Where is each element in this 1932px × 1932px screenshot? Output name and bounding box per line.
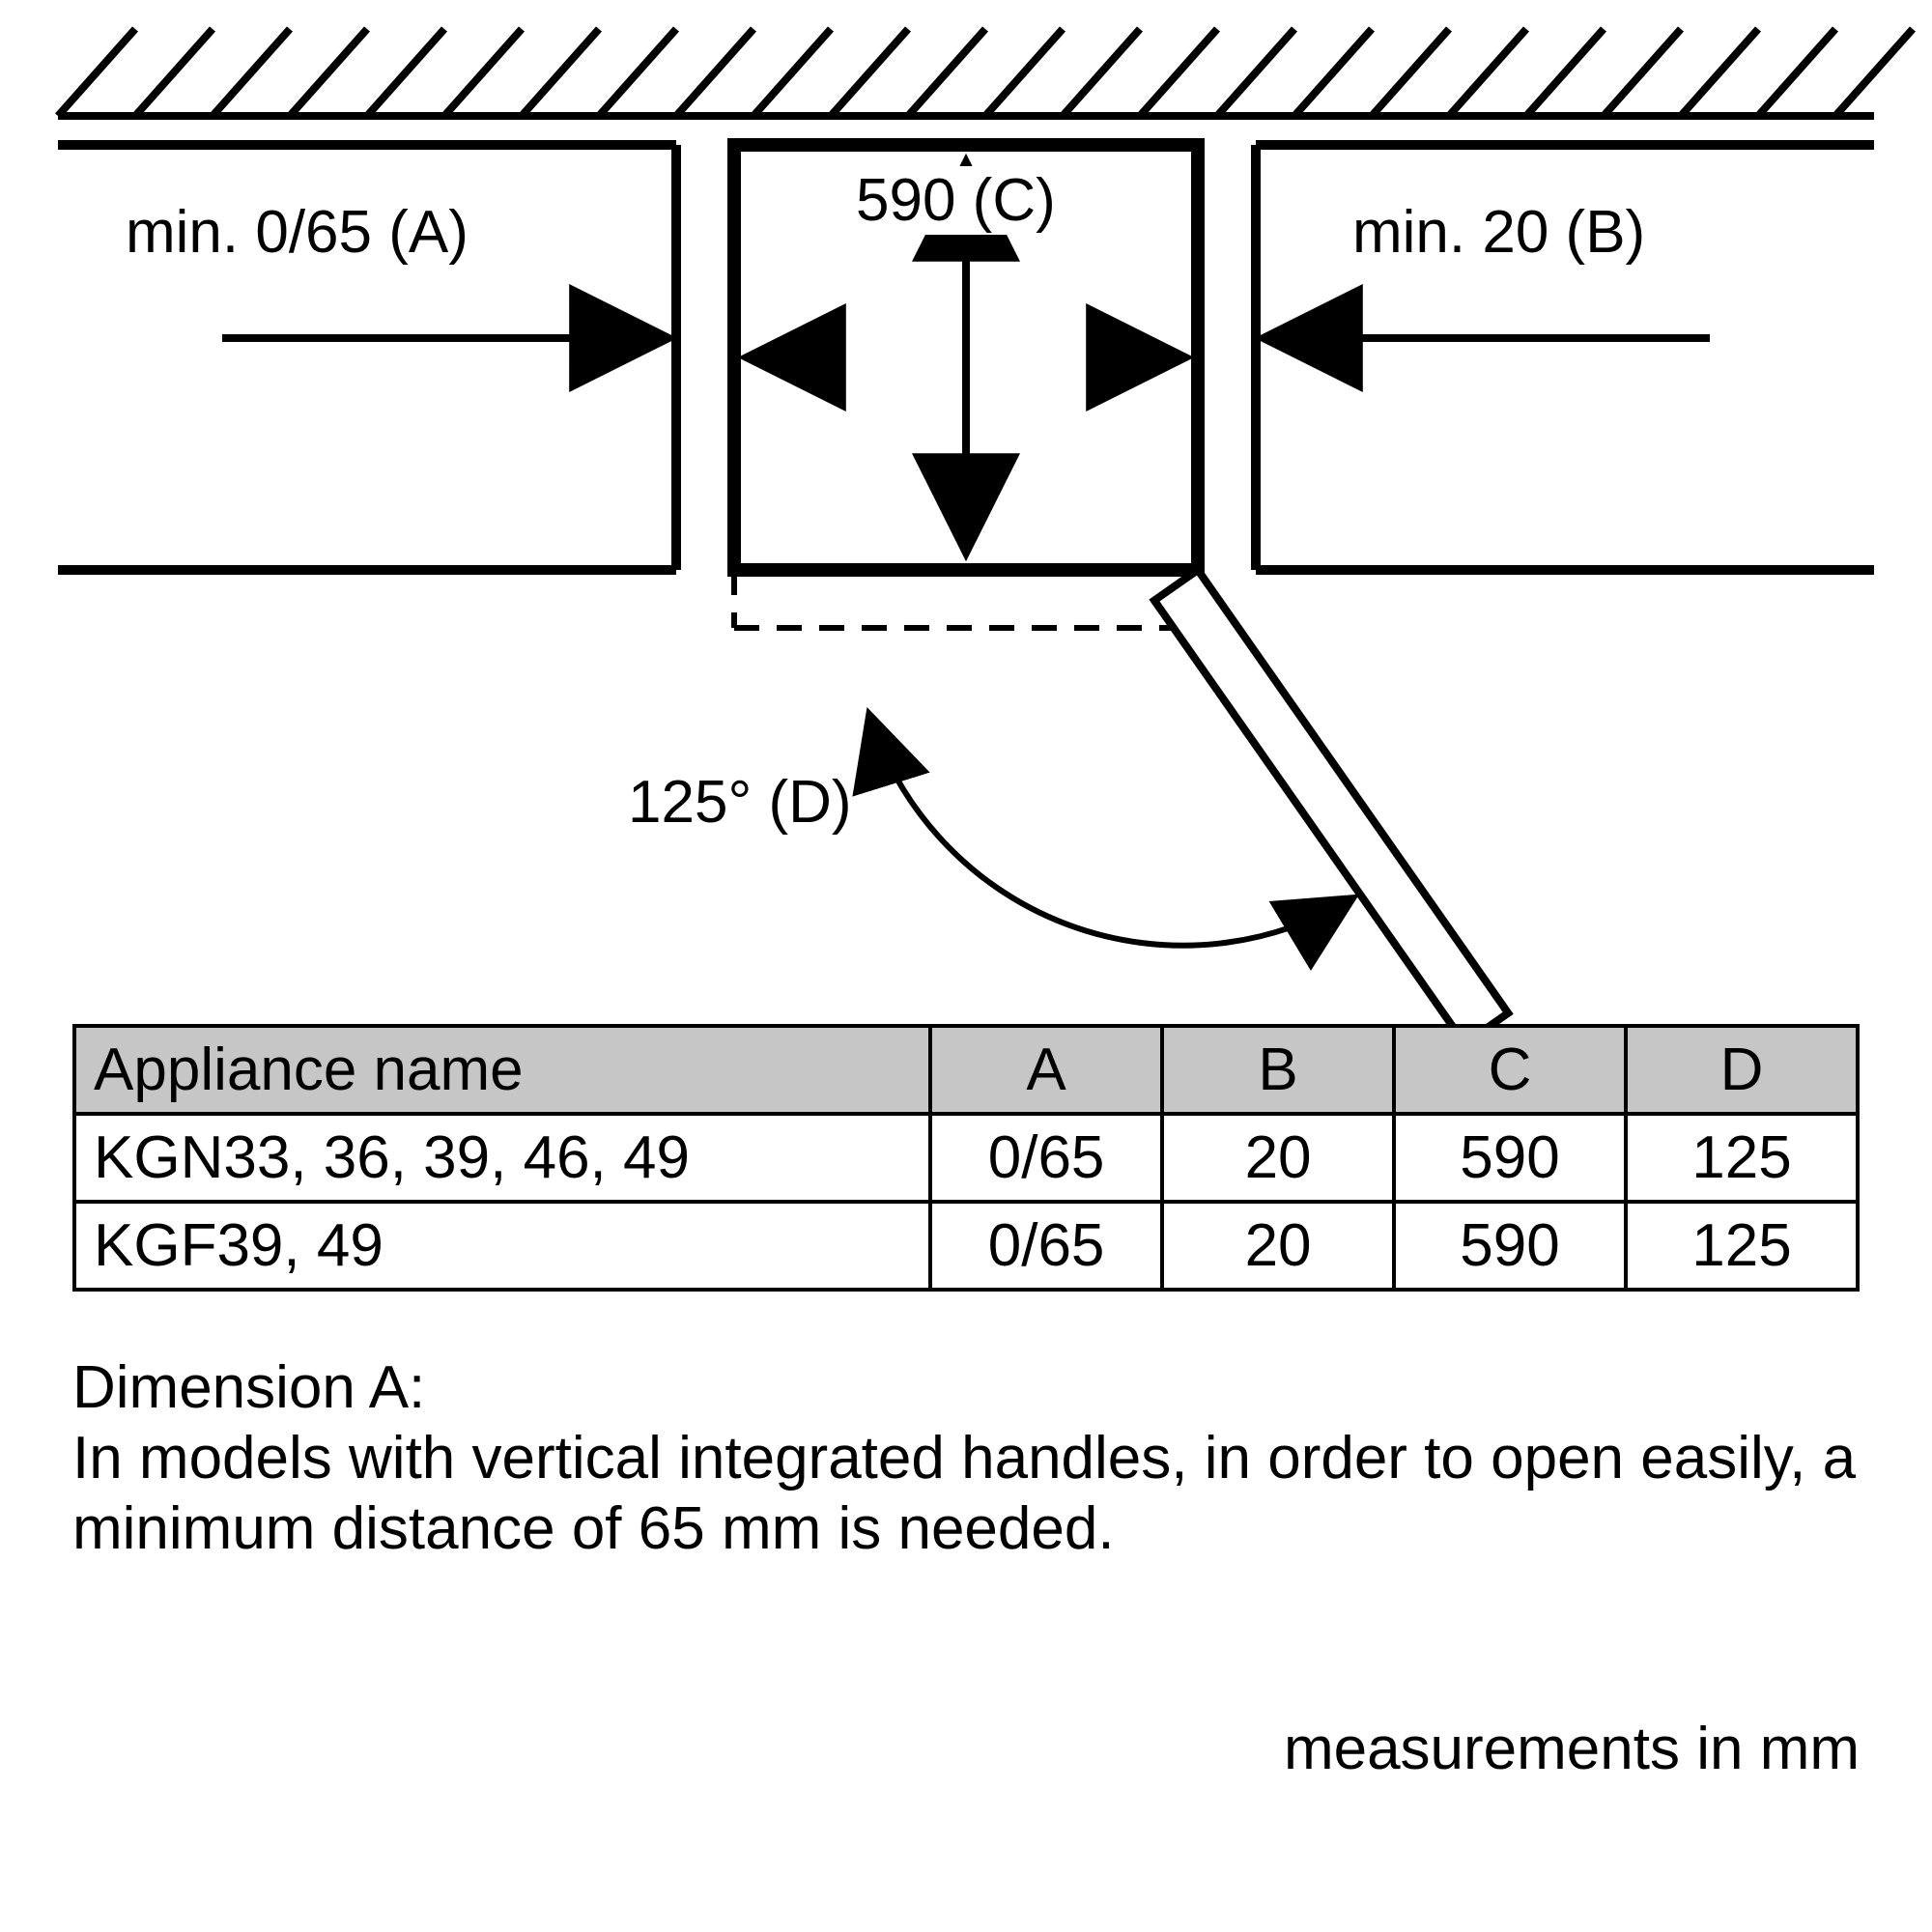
note-title: Dimension A: — [72, 1352, 1860, 1423]
dimension-table: Appliance name A B C D KGN33, 36, 39, 46… — [72, 1024, 1860, 1292]
th-c: C — [1394, 1026, 1626, 1114]
note-block: Dimension A: In models with vertical int… — [72, 1352, 1860, 1564]
wall-hatching — [58, 29, 1913, 116]
label-a: min. 0/65 (A) — [126, 198, 469, 267]
diagram-area: min. 0/65 (A) 590 (C) min. 20 (B) 125° (… — [0, 0, 1932, 1024]
door-open — [1154, 570, 1508, 1024]
cell: KGF39, 49 — [74, 1202, 930, 1290]
th-d: D — [1626, 1026, 1858, 1114]
table-header-row: Appliance name A B C D — [74, 1026, 1858, 1114]
units-label: measurements in mm — [72, 1715, 1860, 1783]
cell: 125 — [1626, 1114, 1858, 1202]
th-name: Appliance name — [74, 1026, 930, 1114]
label-d: 125° (D) — [628, 768, 852, 837]
table-row: KGF39, 49 0/65 20 590 125 — [74, 1202, 1858, 1290]
note-body: In models with vertical integrated handl… — [72, 1423, 1860, 1564]
cell: 590 — [1394, 1114, 1626, 1202]
label-b: min. 20 (B) — [1352, 198, 1645, 267]
dimension-table-wrap: Appliance name A B C D KGN33, 36, 39, 46… — [72, 1024, 1860, 1292]
cell: 0/65 — [930, 1202, 1162, 1290]
cell: 590 — [1394, 1202, 1626, 1290]
cell: 0/65 — [930, 1114, 1162, 1202]
th-a: A — [930, 1026, 1162, 1114]
cell: 125 — [1626, 1202, 1858, 1290]
th-b: B — [1162, 1026, 1394, 1114]
cell: KGN33, 36, 39, 46, 49 — [74, 1114, 930, 1202]
cell: 20 — [1162, 1202, 1394, 1290]
diagram-svg — [0, 0, 1932, 1024]
label-c: 590 (C) — [850, 166, 1062, 235]
cell: 20 — [1162, 1114, 1394, 1202]
table-row: KGN33, 36, 39, 46, 49 0/65 20 590 125 — [74, 1114, 1858, 1202]
